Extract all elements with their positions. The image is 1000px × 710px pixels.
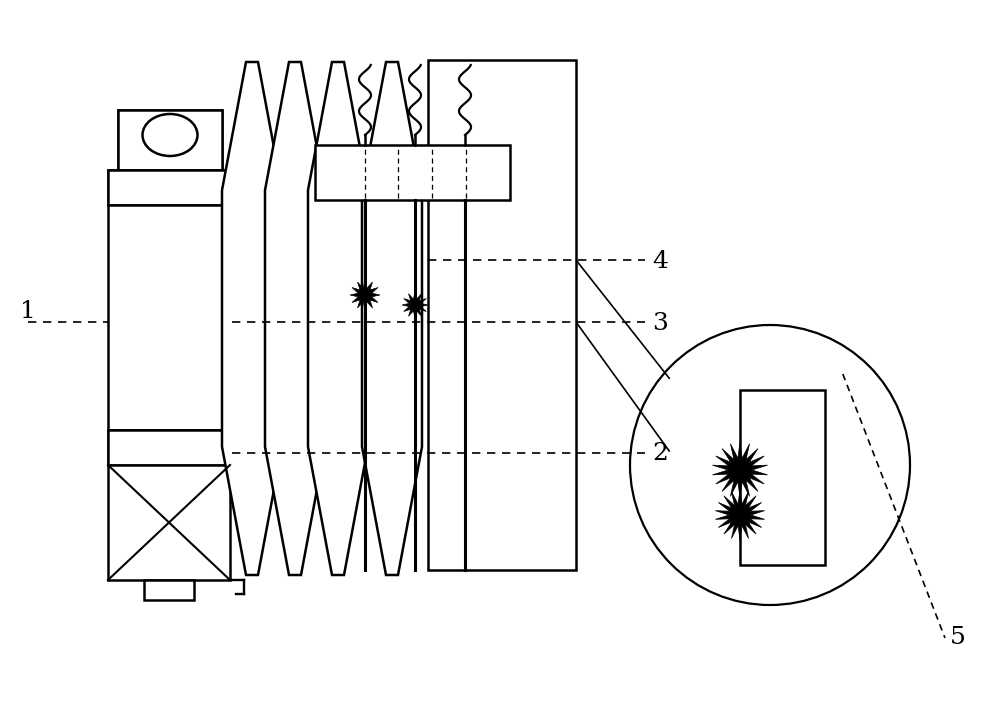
Text: 4: 4 [652,250,668,273]
Polygon shape [715,490,765,540]
Polygon shape [428,60,576,570]
Polygon shape [108,170,230,205]
Text: 2: 2 [652,442,668,465]
Polygon shape [222,62,282,575]
Polygon shape [712,442,768,498]
Text: 3: 3 [652,312,668,335]
Polygon shape [108,465,230,580]
Text: 5: 5 [950,626,966,649]
Polygon shape [118,110,222,170]
Polygon shape [740,390,825,565]
Polygon shape [362,62,422,575]
Polygon shape [118,110,222,170]
Polygon shape [350,280,380,310]
Polygon shape [265,62,325,575]
Polygon shape [108,170,230,205]
Polygon shape [308,62,368,575]
Polygon shape [315,145,510,200]
Polygon shape [144,580,194,600]
Text: 1: 1 [20,300,36,323]
Polygon shape [108,205,230,430]
Polygon shape [108,430,230,465]
Polygon shape [402,292,428,318]
Polygon shape [108,430,230,465]
